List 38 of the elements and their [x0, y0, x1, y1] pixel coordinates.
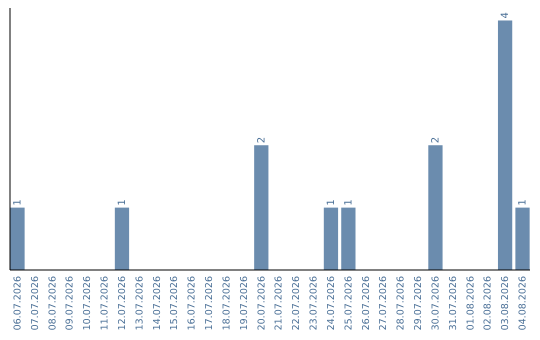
x-tick-label: 22.07.2026	[291, 276, 302, 330]
x-tick-label: 02.08.2026	[482, 276, 494, 330]
x-tick-label: 04.08.2026	[518, 276, 529, 330]
x-tick-label: 21.07.2026	[274, 276, 285, 330]
x-tick-label: 15.07.2026	[169, 276, 180, 330]
x-tick-label: 27.07.2026	[378, 276, 390, 330]
x-tick-label: 16.07.2026	[186, 276, 198, 330]
x-tick-label: 26.07.2026	[360, 276, 372, 330]
x-tick-label: 28.07.2026	[396, 276, 407, 330]
x-tick-label: 07.07.2026	[30, 276, 41, 330]
x-tick-label: 12.07.2026	[116, 276, 128, 330]
data-label: 1	[116, 199, 128, 206]
data-label: 1	[518, 199, 529, 206]
x-tick-label: 17.07.2026	[204, 276, 216, 330]
x-tick-label: 24.07.2026	[326, 276, 337, 330]
x-tick-label: 31.07.2026	[448, 276, 459, 330]
x-tick-label: 13.07.2026	[134, 276, 146, 330]
x-tick-label: 23.07.2026	[308, 276, 320, 330]
data-label: 1	[326, 199, 337, 206]
x-tick-label: 03.08.2026	[500, 276, 512, 330]
x-tick-label: 06.07.2026	[12, 276, 24, 330]
x-tick-label: 25.07.2026	[343, 276, 354, 330]
data-label: 1	[343, 199, 354, 206]
x-tick-label: 10.07.2026	[82, 276, 94, 330]
x-tick-label: 18.07.2026	[221, 276, 232, 330]
x-tick-label: 20.07.2026	[256, 276, 268, 330]
data-label: 1	[12, 199, 24, 206]
x-tick-label: 29.07.2026	[413, 276, 424, 330]
x-tick-label: 11.07.2026	[100, 276, 111, 330]
x-tick-label: 30.07.2026	[430, 276, 442, 330]
data-label: 2	[256, 136, 268, 144]
x-tick-label: 09.07.2026	[64, 276, 76, 330]
x-tick-label: 01.08.2026	[465, 276, 476, 330]
x-tick-label: 08.07.2026	[47, 276, 58, 330]
data-label: 2	[430, 136, 442, 144]
data-label: 4	[500, 12, 512, 18]
x-tick-label: 14.07.2026	[152, 276, 163, 330]
x-tick-label: 19.07.2026	[238, 276, 250, 330]
